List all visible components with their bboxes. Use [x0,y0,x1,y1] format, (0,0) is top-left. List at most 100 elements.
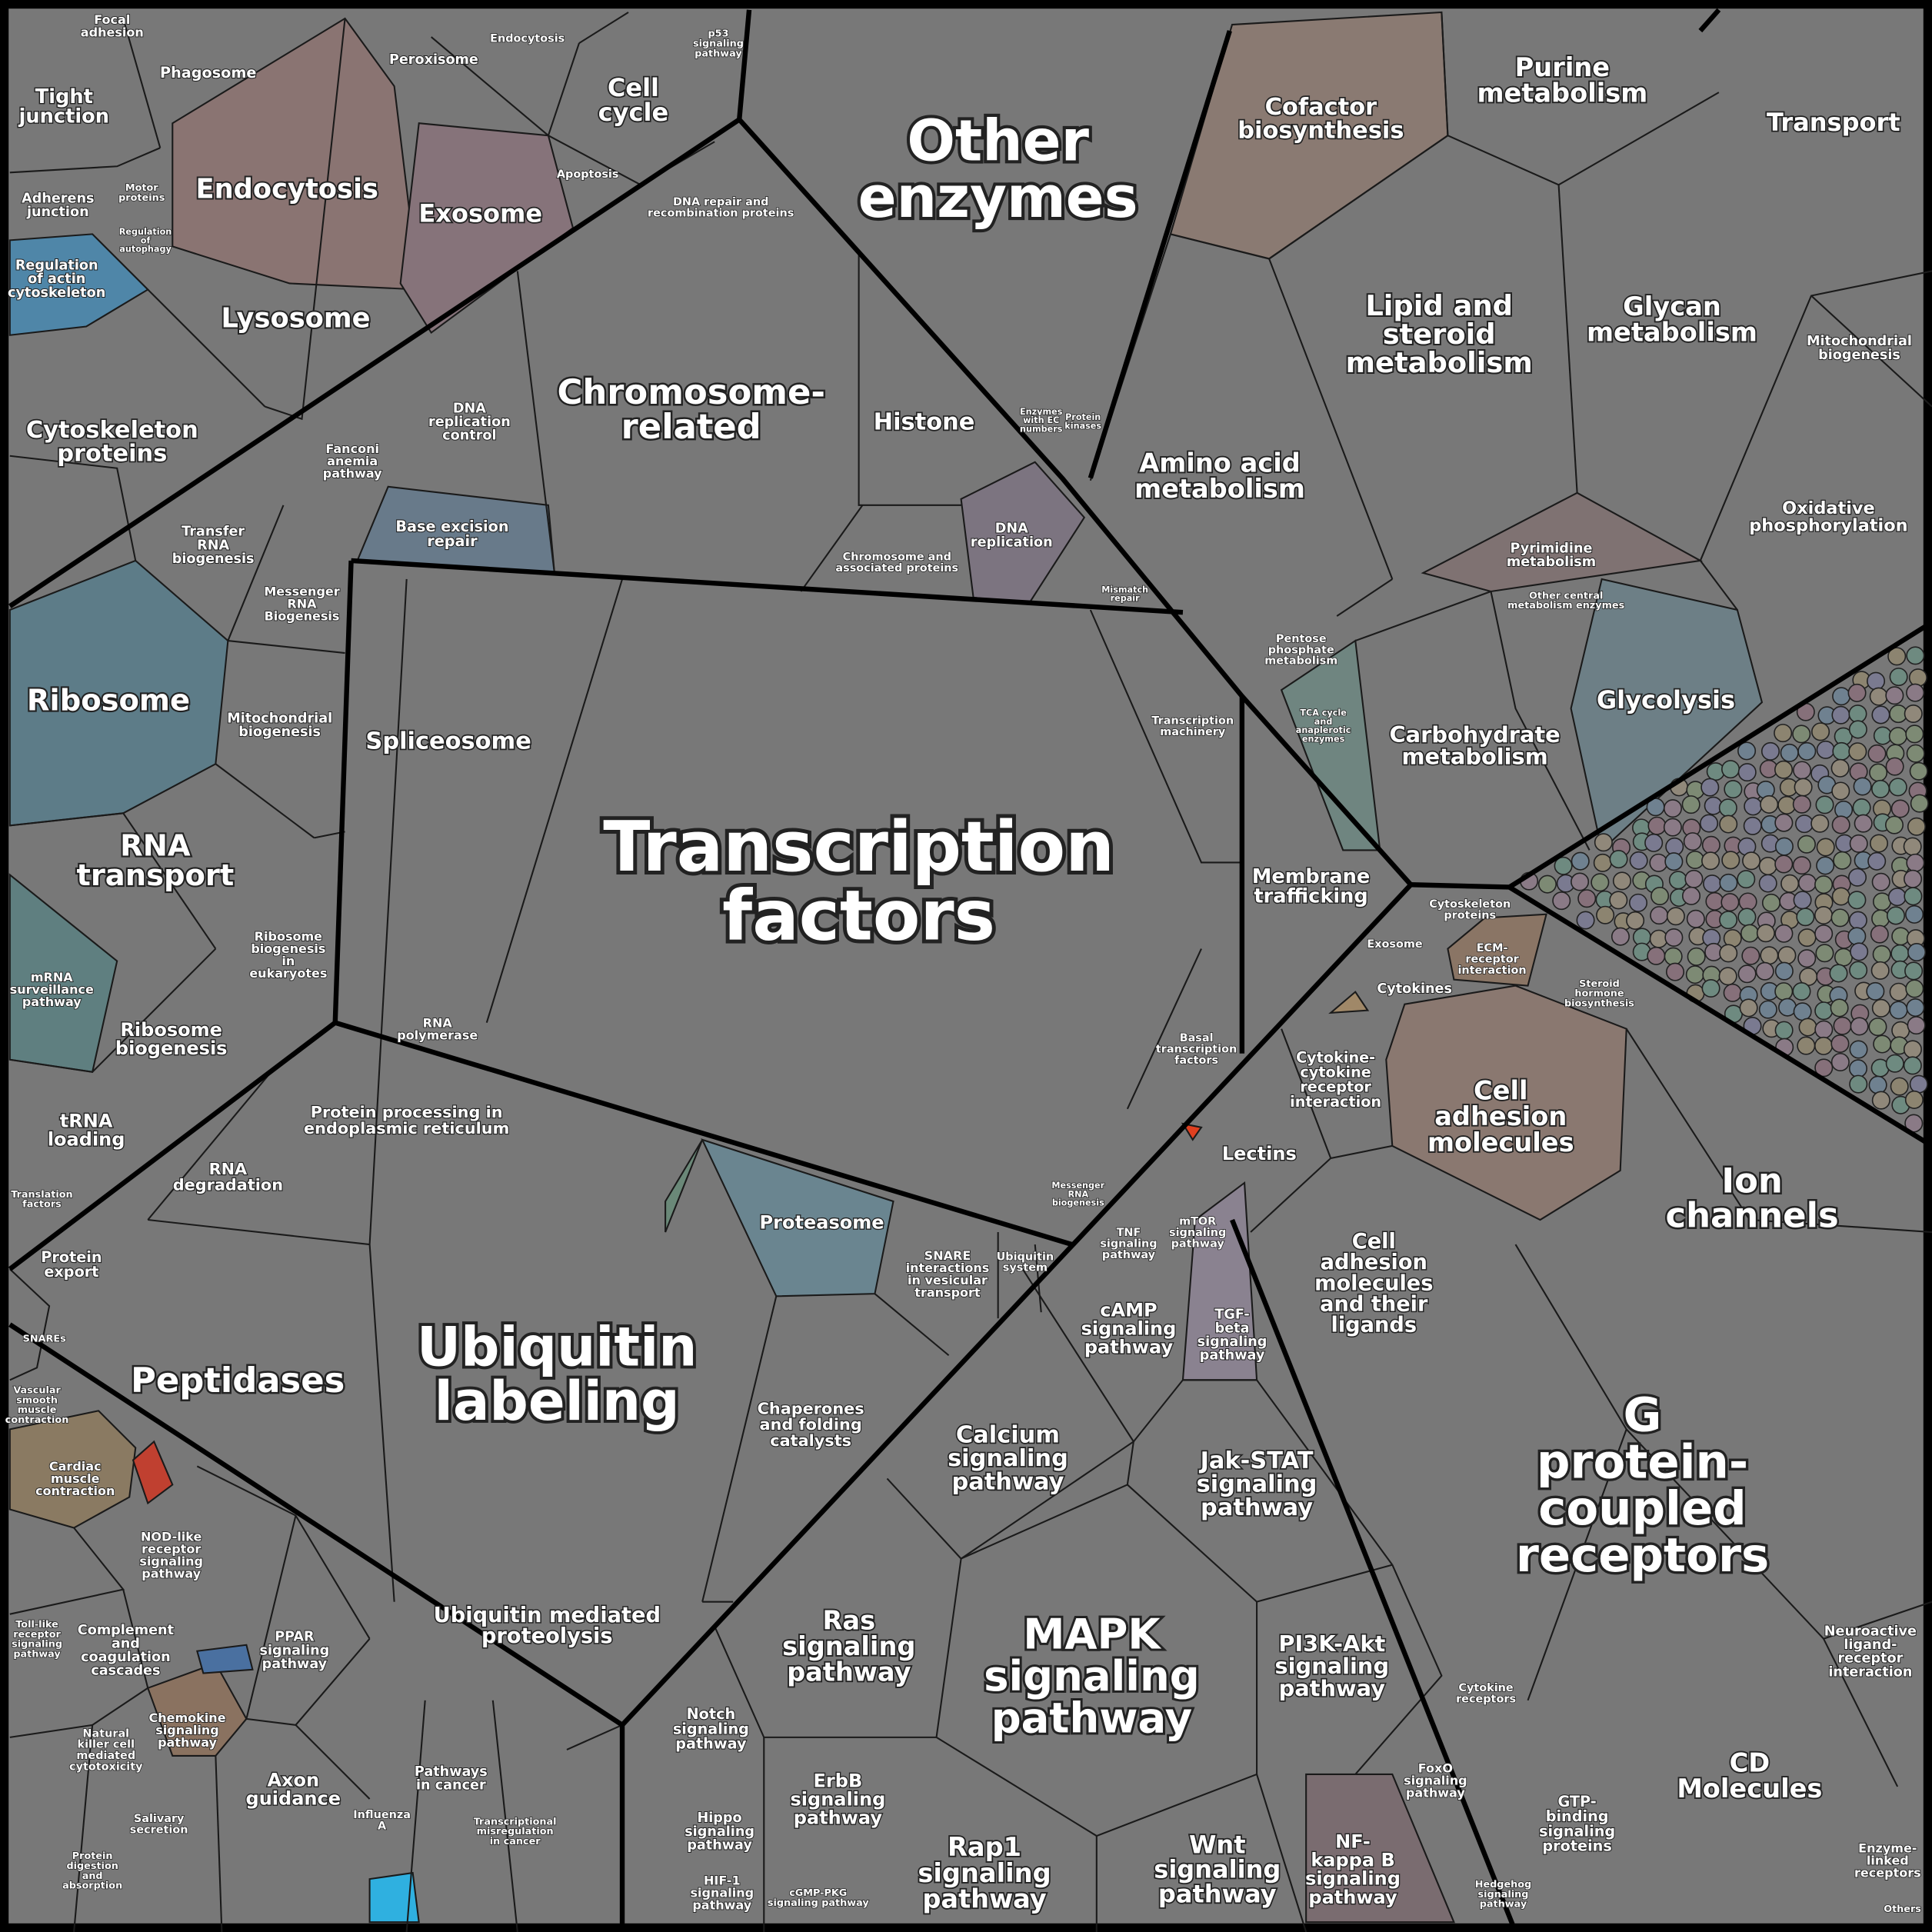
mosaic-cell [1737,908,1757,927]
label-line: Chromosome and [843,551,951,563]
label-line: polymerase [397,1028,478,1042]
label-line: DNA [995,521,1028,537]
mosaic-cell [1853,777,1872,796]
label-line: signaling [1154,1855,1281,1884]
mosaic-cell [1889,668,1908,687]
label-line: Rap1 [948,1832,1021,1862]
label-line: signaling [685,1824,754,1840]
mosaic-cell [1889,1001,1908,1020]
label-line: SNAREs [23,1333,66,1344]
label-line: pathway [794,1807,883,1828]
cell-label: DNA replication control [428,401,511,443]
label-line: Proteasome [760,1212,884,1234]
mosaic-cell [1647,946,1666,965]
cell-label: Enzymes with EC numbers [1020,407,1063,434]
mosaic-cell [1774,961,1794,981]
label-line: and folding [760,1415,862,1434]
mosaic-cell [1885,686,1904,705]
mosaic-cell [1904,869,1923,888]
cell-border [1490,591,1591,851]
mosaic-cell [1681,795,1700,814]
cell-label: Other central metabolism enzymes [1507,590,1624,611]
mosaic-cell [1847,891,1867,910]
label-line: kappa B [1311,1850,1394,1871]
cell-border [874,1293,950,1357]
cell-label: Wnt signaling pathway [1154,1830,1281,1908]
mosaic-cell [1873,726,1892,745]
label-line: Cell [1352,1230,1396,1254]
mosaic-cell [1576,911,1595,930]
label-line: signaling [1539,1822,1615,1840]
cell-label: Peptidases [131,1360,345,1401]
label-line: Cytoskeleton [1429,898,1511,911]
mosaic-cell [1847,868,1867,887]
label-line: coupled [1538,1481,1746,1536]
mosaic-cell [1760,741,1780,761]
mosaic-cell [1797,928,1817,948]
mosaic-cell [1685,965,1704,984]
label-line: signaling pathway [768,1897,869,1909]
label-line: signaling [1197,1471,1317,1498]
mosaic-cell [1906,744,1925,763]
label-line: of actin [28,271,85,287]
mosaic-cell [1628,893,1648,912]
label-line: pathway [1084,1336,1174,1357]
label-line: Pentose [1276,633,1327,645]
cell-label: Protein export [41,1248,102,1281]
label-line: pathway [1158,1880,1277,1909]
label-line: pathway [142,1566,201,1581]
label-line: metabolism [1477,78,1647,108]
label-line: pathway [692,1897,751,1912]
label-line: numbers [1020,424,1063,434]
mosaic-cell [1760,794,1779,814]
label-line: biosynthesis [1564,998,1634,1010]
cell [1328,991,1370,1014]
cell-border [1823,1601,1932,1640]
mosaic-cell [1792,794,1811,814]
label-line: receptor [142,1541,201,1556]
label-line: Glycan [1623,291,1721,321]
label-line: smooth [16,1394,58,1406]
cell-border [245,1515,371,1726]
mosaic-cell [1871,872,1890,891]
mosaic-cell [1612,871,1631,891]
mosaic-cell [1537,874,1557,894]
label-line: pathway [991,1693,1192,1742]
cell-label: Apoptosis [557,168,619,181]
cell-label: mTOR signaling pathway [1169,1216,1226,1251]
cell-label: Chemokine signaling pathway [148,1710,225,1750]
region-border [620,883,1413,1727]
cell-label: Chromosome and associated proteins [835,551,958,574]
label-line: cAMP [1100,1299,1157,1321]
label-line: Transcription [603,808,1114,888]
mosaic-cell [1869,834,1889,853]
label-line: digestion [66,1860,118,1872]
mosaic-cell [1869,763,1888,782]
label-line: biogenesis [251,941,325,956]
label-line: coagulation [81,1650,171,1665]
mosaic-cell [1626,911,1645,930]
cell-label: Pentose phosphate metabolism [1264,633,1337,668]
label-line: Tight [35,85,93,108]
label-line: receptor [1300,1078,1371,1096]
mosaic-cell [1552,891,1571,911]
mosaic-cell [1701,979,1720,998]
label-line: G [1624,1387,1662,1442]
mosaic-cell [1758,1000,1777,1019]
label-line: pathway [1201,1494,1313,1521]
mosaic-cell [1647,816,1667,835]
mosaic-cell [1718,798,1737,818]
label-line: Enzymes [1020,407,1063,417]
label-line: Cytokine- [1296,1048,1375,1066]
label-line: Toll-like [15,1619,58,1631]
label-line: beta [1215,1321,1250,1336]
mosaic-cell [1884,815,1904,834]
mosaic-cell [1833,1016,1852,1035]
label-line: TGF- [1214,1307,1249,1323]
mosaic-cell [1701,835,1720,854]
label-line: Adherens [22,191,94,206]
label-line: Hedgehog [1475,1879,1531,1890]
mosaic-cell [1668,871,1687,890]
label-line: steroid [1383,318,1496,351]
